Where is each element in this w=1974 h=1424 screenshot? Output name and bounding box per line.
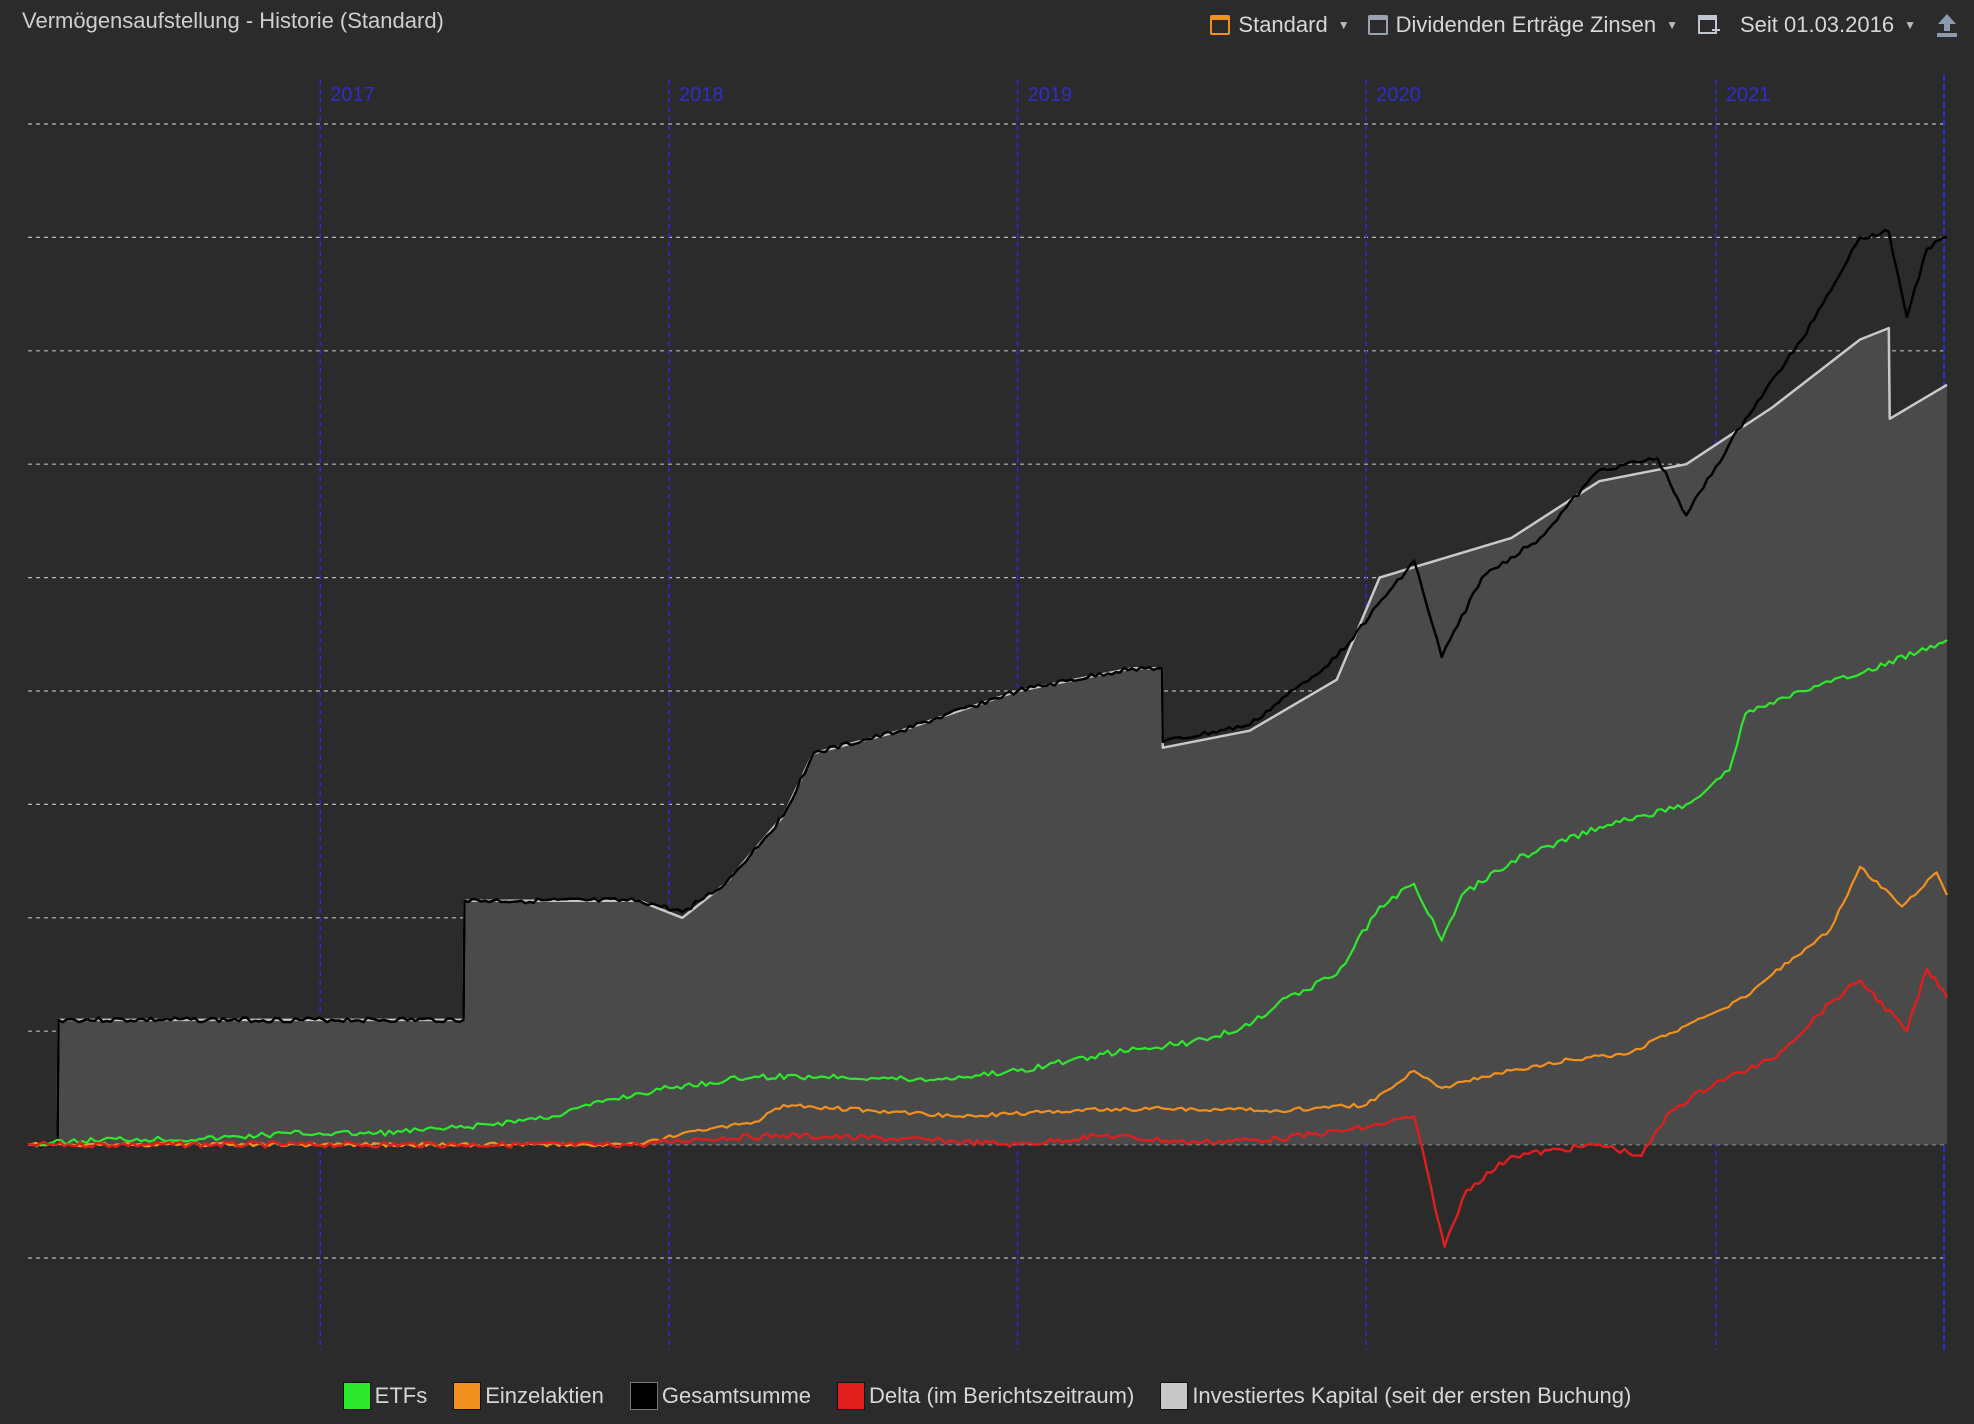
- legend-label-einzelaktien: Einzelaktien: [485, 1383, 604, 1408]
- standard-selector[interactable]: Standard ▼: [1210, 12, 1350, 38]
- dividends-selector[interactable]: Dividenden Erträge Zinsen ▼: [1367, 12, 1678, 38]
- export-icon[interactable]: [1934, 12, 1960, 38]
- legend: ETFs Einzelaktien Gesamtsumme Delta (im …: [0, 1382, 1974, 1410]
- dividends-swatch-icon: [1367, 15, 1388, 35]
- year-tick-label: 2017: [330, 84, 375, 106]
- legend-swatch-etfs: [342, 1382, 371, 1410]
- standard-label: Standard: [1238, 12, 1328, 37]
- chart-title: Vermögensaufstellung - Historie (Standar…: [22, 8, 444, 33]
- legend-label-delta: Delta (im Berichtszeitraum): [869, 1383, 1135, 1408]
- series-line-einzelaktien: [27, 865, 1949, 1148]
- series-line-delta: [27, 967, 1949, 1248]
- year-tick-label: 2018: [679, 84, 724, 106]
- dropdown-caret-icon: ▼: [1337, 18, 1350, 32]
- legend-label-etfs: ETFs: [374, 1383, 428, 1408]
- legend-item-investiertes-kapital[interactable]: Investiertes Kapital (seit der ersten Bu…: [1160, 1382, 1631, 1410]
- legend-swatch-einzelaktien: [453, 1382, 482, 1410]
- dividends-label: Dividenden Erträge Zinsen: [1395, 12, 1657, 37]
- history-chart: 2017 2018 2019 2020 2021: [27, 75, 1949, 1350]
- legend-item-etfs[interactable]: ETFs: [342, 1382, 428, 1410]
- series-line-etfs: [27, 639, 1948, 1148]
- legend-label-investiertes-kapital: Investiertes Kapital (seit der ersten Bu…: [1192, 1383, 1632, 1408]
- legend-item-einzelaktien[interactable]: Einzelaktien: [453, 1382, 604, 1410]
- add-chart-icon[interactable]: [1696, 12, 1722, 38]
- year-tick-label: 2019: [1028, 84, 1073, 106]
- legend-swatch-gesamtsumme: [629, 1382, 658, 1410]
- legend-swatch-investiertes-kapital: [1160, 1382, 1189, 1410]
- legend-label-gesamtsumme: Gesamtsumme: [661, 1383, 812, 1408]
- legend-swatch-delta: [837, 1382, 866, 1410]
- toolbar: Standard ▼ Dividenden Erträge Zinsen ▼ S…: [1210, 12, 1960, 38]
- legend-item-gesamtsumme[interactable]: Gesamtsumme: [629, 1382, 812, 1410]
- invested-capital-area: [28, 328, 1948, 1145]
- year-tick-label: 2021: [1726, 84, 1771, 106]
- legend-item-delta[interactable]: Delta (im Berichtszeitraum): [837, 1382, 1134, 1410]
- dropdown-caret-icon: ▼: [1666, 18, 1678, 32]
- year-tick-label: 2020: [1376, 84, 1421, 106]
- series-line-gesamtsumme: [27, 228, 1948, 1149]
- dropdown-caret-icon: ▼: [1904, 18, 1916, 32]
- period-selector[interactable]: Seit 01.03.2016 ▼: [1740, 12, 1916, 38]
- standard-swatch-icon: [1210, 15, 1231, 35]
- period-label: Seit 01.03.2016: [1739, 12, 1895, 37]
